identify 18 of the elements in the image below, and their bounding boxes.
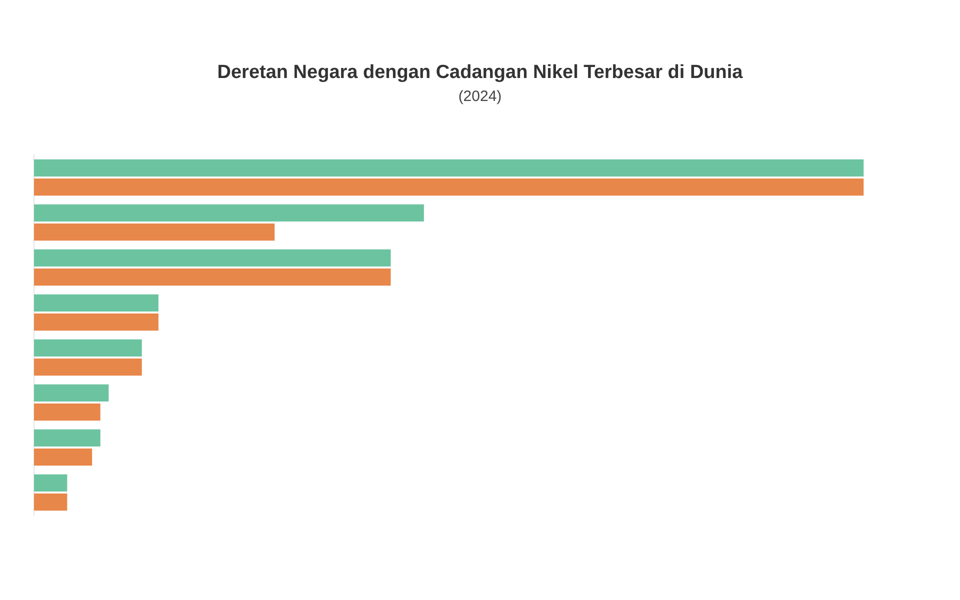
bar — [34, 474, 68, 492]
bar — [34, 159, 864, 177]
bar — [34, 223, 275, 241]
bar — [34, 313, 158, 331]
bar — [34, 358, 142, 376]
bar — [34, 294, 158, 312]
bar — [34, 448, 92, 466]
chart-title: Deretan Negara dengan Cadangan Nikel Terbesar di Dunia — [216, 62, 744, 84]
bar — [34, 339, 142, 357]
chart-subtitle: (2024) — [457, 88, 503, 105]
bar — [34, 493, 68, 511]
bar — [34, 403, 100, 421]
bar — [34, 204, 424, 222]
bar — [34, 268, 391, 286]
bar — [34, 249, 391, 267]
bar — [34, 384, 109, 402]
bar — [34, 178, 864, 196]
bar — [34, 429, 100, 447]
